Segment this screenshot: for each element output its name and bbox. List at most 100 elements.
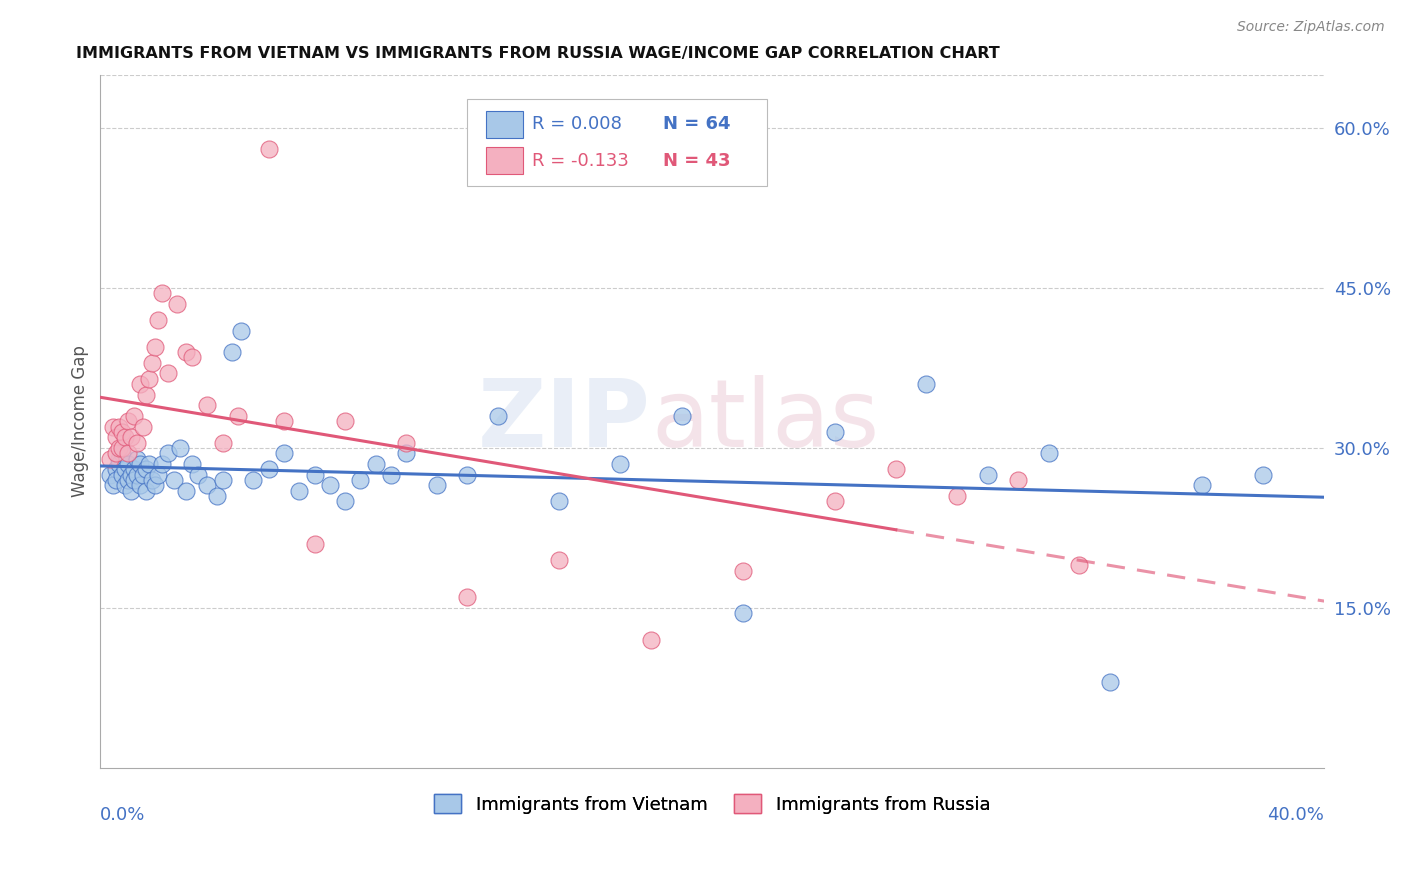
Point <box>257 143 280 157</box>
Point <box>104 446 127 460</box>
Point <box>181 351 204 365</box>
Point <box>129 478 152 492</box>
Text: Source: ZipAtlas.com: Source: ZipAtlas.com <box>1237 20 1385 34</box>
Point <box>107 441 129 455</box>
Point <box>1098 675 1121 690</box>
Point <box>132 467 155 482</box>
Point <box>122 473 145 487</box>
Point <box>486 409 509 423</box>
Point <box>395 435 418 450</box>
Point <box>288 483 311 498</box>
Point <box>242 473 264 487</box>
Point <box>150 286 173 301</box>
Point <box>138 372 160 386</box>
Point <box>145 340 167 354</box>
Point <box>349 473 371 487</box>
Point <box>114 430 136 444</box>
Point <box>141 473 163 487</box>
Point <box>169 441 191 455</box>
Point <box>380 467 402 482</box>
Point <box>122 462 145 476</box>
Point <box>111 446 134 460</box>
Point <box>163 473 186 487</box>
Point <box>111 441 134 455</box>
Point <box>395 446 418 460</box>
Point <box>125 435 148 450</box>
Point <box>226 409 249 423</box>
Point <box>114 462 136 476</box>
Point <box>946 489 969 503</box>
Point <box>141 356 163 370</box>
Text: N = 43: N = 43 <box>664 152 731 169</box>
Text: R = 0.008: R = 0.008 <box>533 115 623 133</box>
Point <box>181 457 204 471</box>
Point <box>120 467 142 482</box>
Point <box>174 345 197 359</box>
Text: 0.0%: 0.0% <box>100 805 146 824</box>
Point <box>319 478 342 492</box>
Point <box>257 462 280 476</box>
Point <box>205 489 228 503</box>
Point <box>731 606 754 620</box>
Point <box>117 414 139 428</box>
Point <box>304 537 326 551</box>
Point <box>148 467 170 482</box>
Point <box>156 367 179 381</box>
Point <box>138 457 160 471</box>
Point <box>104 473 127 487</box>
Point <box>548 494 571 508</box>
Point <box>111 467 134 482</box>
Legend: Immigrants from Vietnam, Immigrants from Russia: Immigrants from Vietnam, Immigrants from… <box>427 788 998 821</box>
Point <box>117 473 139 487</box>
Point <box>117 446 139 460</box>
Point <box>211 473 233 487</box>
Point <box>1251 467 1274 482</box>
Point <box>98 467 121 482</box>
Point <box>135 462 157 476</box>
Y-axis label: Wage/Income Gap: Wage/Income Gap <box>72 345 89 497</box>
Point <box>187 467 209 482</box>
Point <box>107 451 129 466</box>
Point <box>174 483 197 498</box>
Point <box>101 478 124 492</box>
Point <box>98 451 121 466</box>
Point <box>211 435 233 450</box>
Bar <box>486 111 523 137</box>
Point <box>125 451 148 466</box>
Point <box>166 297 188 311</box>
Text: IMMIGRANTS FROM VIETNAM VS IMMIGRANTS FROM RUSSIA WAGE/INCOME GAP CORRELATION CH: IMMIGRANTS FROM VIETNAM VS IMMIGRANTS FR… <box>76 46 1000 62</box>
Text: R = -0.133: R = -0.133 <box>533 152 630 169</box>
Point <box>273 446 295 460</box>
Point <box>1007 473 1029 487</box>
Point <box>129 376 152 391</box>
Point <box>456 467 478 482</box>
Text: N = 64: N = 64 <box>664 115 731 133</box>
Point <box>197 398 219 412</box>
Point <box>731 564 754 578</box>
Point <box>229 324 252 338</box>
Text: 40.0%: 40.0% <box>1267 805 1324 824</box>
Point <box>150 457 173 471</box>
Point <box>148 313 170 327</box>
Point <box>824 494 846 508</box>
Point <box>548 553 571 567</box>
Point <box>884 462 907 476</box>
Point <box>915 376 938 391</box>
Point <box>609 457 631 471</box>
Point <box>333 494 356 508</box>
Point <box>304 467 326 482</box>
Bar <box>486 147 523 174</box>
Point <box>125 467 148 482</box>
Point <box>364 457 387 471</box>
Text: atlas: atlas <box>651 376 879 467</box>
Point <box>145 478 167 492</box>
Point <box>156 446 179 460</box>
Text: ZIP: ZIP <box>478 376 651 467</box>
Point <box>221 345 243 359</box>
Point <box>111 425 134 439</box>
Point <box>135 483 157 498</box>
Point <box>104 462 127 476</box>
Point <box>135 387 157 401</box>
Point <box>129 457 152 471</box>
FancyBboxPatch shape <box>467 99 768 186</box>
